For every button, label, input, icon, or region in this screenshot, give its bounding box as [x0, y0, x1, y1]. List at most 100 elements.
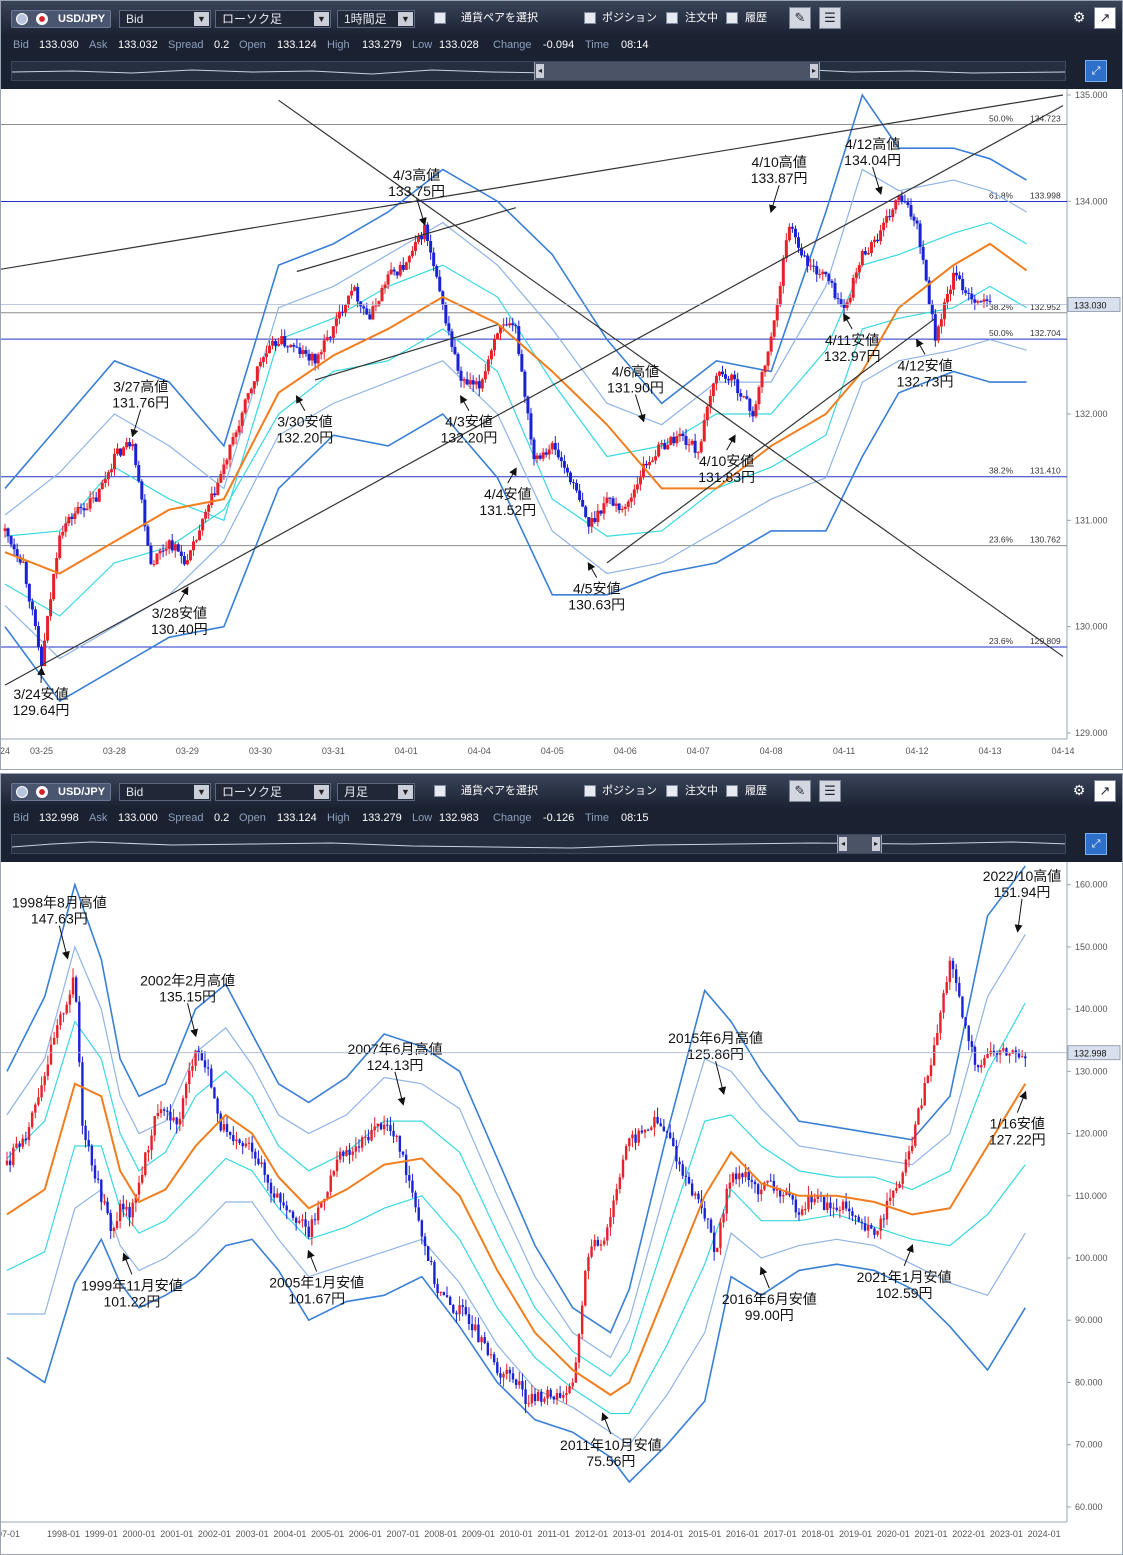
timeframe-select[interactable]: 月足 ▼ [337, 783, 415, 801]
x-tick-label: 2023-01 [990, 1529, 1023, 1539]
navigator-window[interactable]: ◂ ▸ [534, 62, 820, 80]
zoom-icon[interactable]: ⤢ [1085, 60, 1107, 82]
candle-body [614, 503, 618, 506]
candle-body [263, 1162, 266, 1175]
annotation-date: 2002年2月高値 [140, 972, 235, 988]
candle-body [68, 994, 72, 1005]
candle-body [249, 388, 253, 394]
candle-body [206, 1067, 210, 1069]
annotation-price: 132.73円 [897, 373, 954, 389]
candle-body [529, 413, 533, 440]
annotation-arrow [903, 1244, 914, 1267]
candle-body [917, 1108, 920, 1125]
pair-checkbox[interactable] [434, 12, 446, 24]
draw-tool-icon[interactable]: ✎ [789, 780, 811, 802]
pair-select-button[interactable]: 通貨ペアを選択 [461, 12, 538, 24]
candle-body [411, 1180, 414, 1193]
candle-body [179, 551, 183, 557]
navigator-track[interactable]: ◂ ▸ [11, 834, 1066, 854]
chart-type-select[interactable]: ローソク足 ▼ [215, 10, 331, 28]
candle-body [27, 1127, 31, 1141]
candle-body [360, 1137, 364, 1148]
annotation-price: 132.20円 [441, 430, 498, 446]
annotation-price: 102.59円 [876, 1285, 933, 1301]
layout-icon[interactable]: ☰ [819, 780, 841, 802]
popout-icon[interactable]: ↗ [1094, 780, 1116, 802]
candle-body [219, 474, 223, 483]
candle-body [79, 507, 83, 509]
x-tick-label: 04-07 [687, 746, 710, 756]
candle-body [423, 224, 427, 240]
annotation-price: 131.76円 [112, 395, 169, 411]
candle-body [797, 237, 800, 248]
candle-body [857, 1216, 860, 1222]
navigator-track[interactable]: ◂ ▸ [11, 61, 1066, 81]
candle-body [194, 1050, 197, 1066]
chart-type-select[interactable]: ローソク足 ▼ [215, 783, 331, 801]
candle-body [690, 440, 694, 445]
navigator-left-handle[interactable]: ◂ [839, 837, 847, 851]
candle-body [827, 274, 831, 281]
candle-body [697, 1193, 700, 1200]
symbol-selector[interactable]: USD/JPY [11, 10, 111, 28]
candle-body [738, 1173, 741, 1180]
popout-icon[interactable]: ↗ [1094, 7, 1116, 29]
candle-body [295, 346, 299, 348]
candle-body [73, 513, 77, 519]
order-checkbox[interactable] [666, 12, 678, 24]
candle-body [508, 1369, 512, 1374]
candle-body [918, 223, 922, 247]
navigator-right-handle[interactable]: ▸ [810, 64, 818, 78]
candle-body [923, 1083, 926, 1106]
candle-body [553, 443, 557, 450]
candle-body [474, 381, 478, 385]
gear-icon[interactable]: ⚙ [1072, 9, 1086, 25]
quote-bar: Bid 132.998 Ask 133.000 Spread 0.2 Open … [1, 808, 1122, 828]
candle-body [492, 339, 496, 351]
order-checkbox[interactable] [666, 785, 678, 797]
navigator-left-handle[interactable]: ◂ [536, 64, 544, 78]
price-type-select[interactable]: Bid ▼ [119, 783, 211, 801]
candle-body [556, 449, 560, 458]
zoom-icon[interactable]: ⤢ [1085, 833, 1107, 855]
candle-body [742, 396, 746, 398]
candle-body [547, 449, 551, 455]
candle-body [961, 996, 964, 1018]
history-checkbox[interactable] [726, 785, 738, 797]
navigator-right-handle[interactable]: ▸ [872, 837, 880, 851]
candle-body [933, 314, 937, 341]
candle-body [166, 1110, 169, 1112]
candle-body [599, 510, 603, 514]
position-checkbox[interactable] [584, 785, 596, 797]
candle-body [906, 202, 910, 206]
navigator-window[interactable]: ◂ ▸ [837, 835, 882, 853]
candle-body [15, 1143, 18, 1148]
candle-body [654, 456, 658, 461]
candle-body [646, 1129, 650, 1131]
symbol-selector[interactable]: USD/JPY [11, 783, 111, 801]
timeframe-select[interactable]: 1時間足 ▼ [337, 10, 415, 28]
bollinger-band-upper-2 [4, 168, 1027, 516]
position-checkbox[interactable] [584, 12, 596, 24]
candle-body [824, 271, 828, 275]
candle-body [568, 1386, 571, 1394]
draw-tool-icon[interactable]: ✎ [789, 7, 811, 29]
candle-body [546, 1389, 549, 1399]
candle-body [320, 1202, 323, 1208]
pair-select-button[interactable]: 通貨ペアを選択 [461, 785, 538, 797]
candle-body [172, 1117, 175, 1121]
gear-icon[interactable]: ⚙ [1072, 782, 1086, 798]
candle-body [468, 380, 472, 385]
candle-body [945, 294, 949, 303]
y-tick-label: 110.000 [1075, 1191, 1107, 1201]
history-checkbox[interactable] [726, 12, 738, 24]
layout-icon[interactable]: ☰ [819, 7, 841, 29]
fib-level-pct: 38.2% [989, 302, 1014, 312]
candle-body [623, 506, 627, 509]
candle-body [326, 1191, 329, 1199]
price-type-select[interactable]: Bid ▼ [119, 10, 211, 28]
candle-body [791, 1195, 794, 1200]
candle-body [289, 344, 293, 348]
pair-checkbox[interactable] [434, 785, 446, 797]
candle-body [912, 216, 916, 221]
